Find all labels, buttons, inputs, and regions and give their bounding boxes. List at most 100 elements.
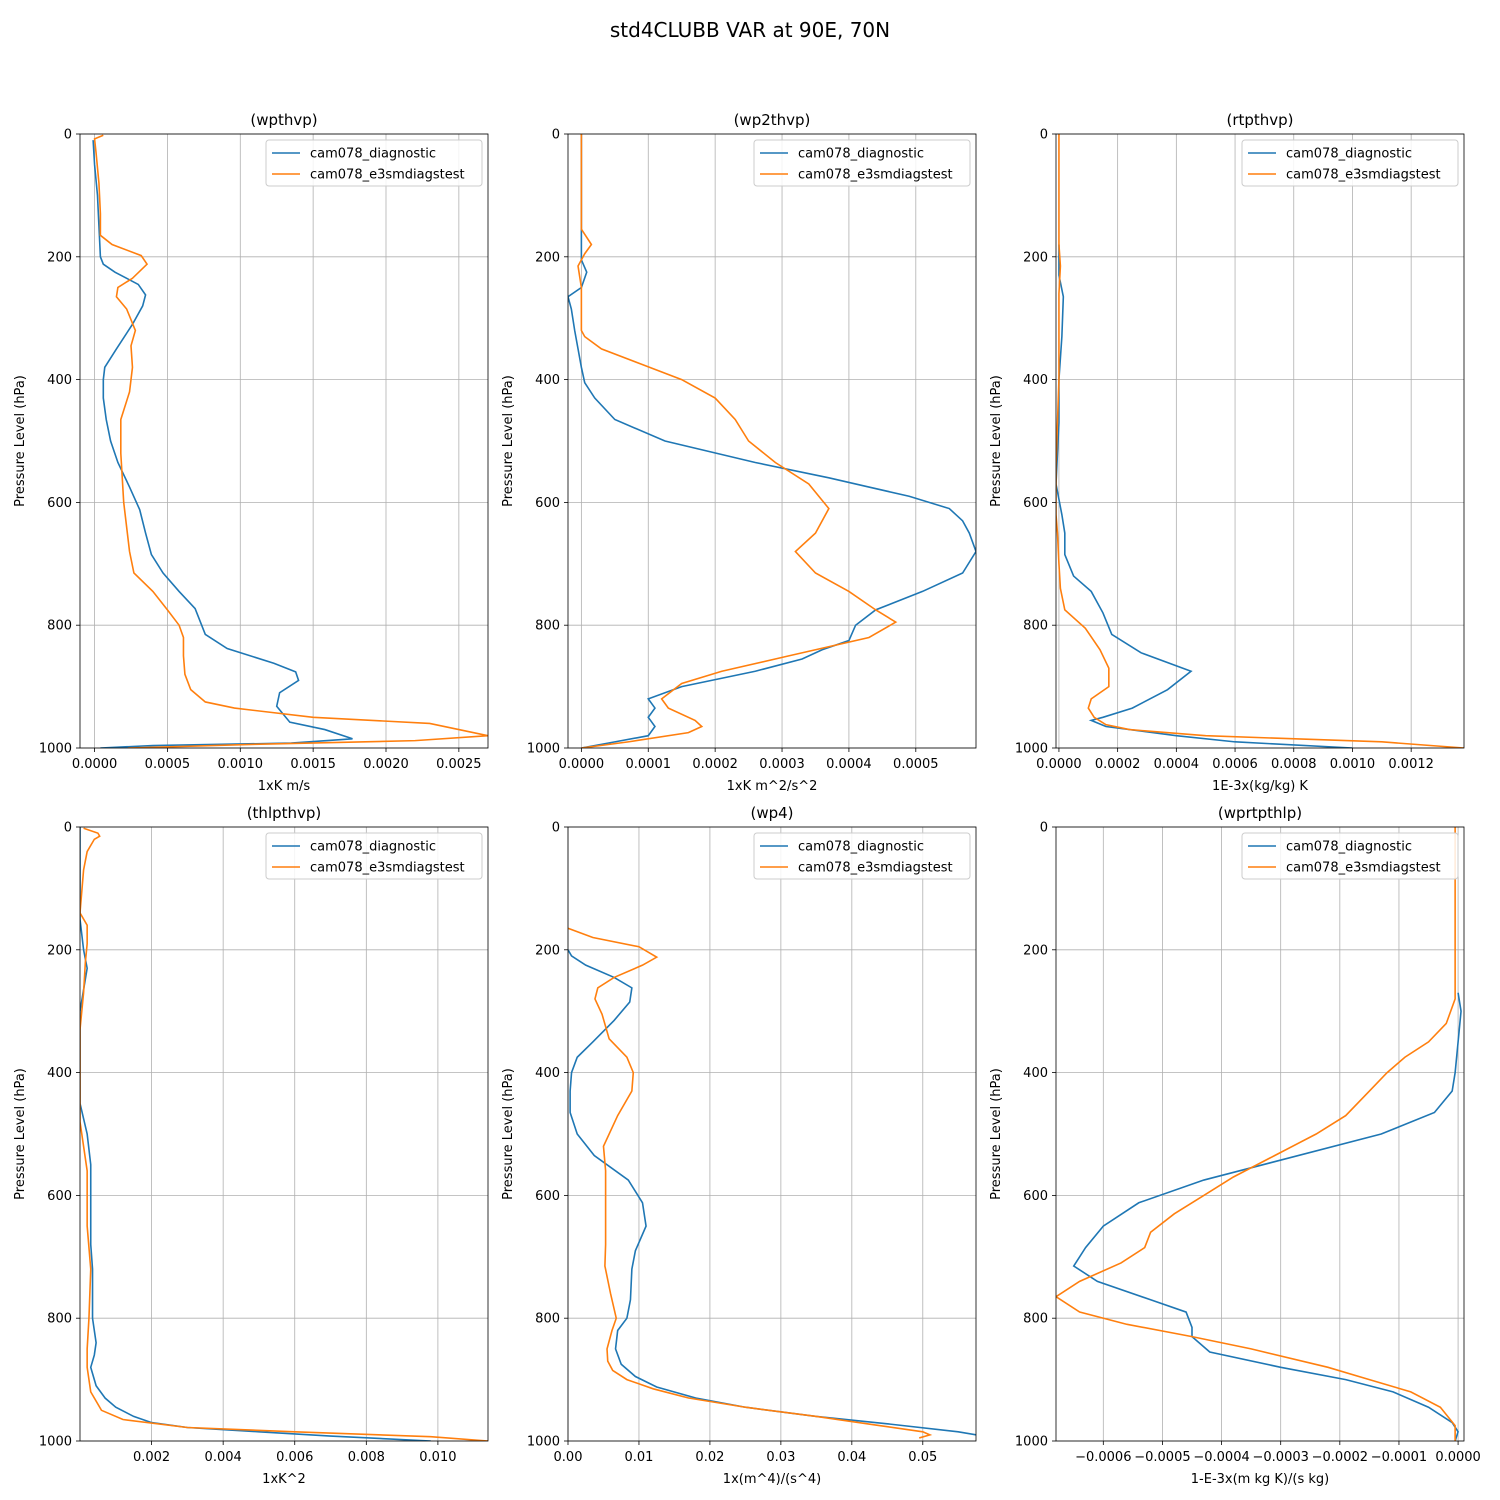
x-tick-label: 0.0004 [826, 757, 872, 772]
x-axis-label: 1-E-3x(m kg K)/(s kg) [1191, 1472, 1329, 1487]
x-tick-label: 0.008 [348, 1450, 385, 1465]
legend: cam078_diagnostic cam078_e3smdiagstest [1241, 139, 1459, 187]
subplot: 0.002 0.004 0.006 0.008 0.010 0 200 400 600 800 10… [13, 804, 489, 1487]
series-line-e3smdiagstest [1056, 134, 1464, 748]
y-tick-label: 800 [47, 619, 72, 634]
y-axis-label: Pressure Level (hPa) [13, 375, 28, 507]
y-tick-label: 600 [535, 496, 560, 511]
axes-frame [567, 826, 977, 1442]
y-tick-label: 600 [47, 496, 72, 511]
series-line-e3smdiagstest [568, 927, 933, 1439]
legend-label: cam078_diagnostic [310, 840, 436, 855]
subplot: −0.0006 −0.0005 −0.0004 −0.0003 −0.0002 −0.00… [989, 804, 1481, 1487]
subplot: 0.0000 0.0002 0.0004 0.0006 0.0008 0.0010 0.00… [989, 111, 1465, 794]
legend-box [265, 139, 483, 187]
y-axis-label: Pressure Level (hPa) [989, 1068, 1004, 1200]
series-line-e3smdiagstest [93, 134, 488, 748]
legend: cam078_diagnostic cam078_e3smdiagstest [265, 832, 483, 880]
x-axis-label: 1xK m/s [258, 779, 311, 794]
x-tick-label: 0.004 [205, 1450, 242, 1465]
legend-box [753, 832, 971, 880]
y-tick-label: 1000 [39, 742, 72, 757]
legend-label: cam078_diagnostic [1286, 147, 1412, 162]
y-tick-label: 600 [1023, 1189, 1048, 1204]
x-tick-label: −0.0005 [1134, 1450, 1190, 1465]
x-tick-label: 0.05 [908, 1450, 937, 1465]
x-tick-label: 0.0001 [626, 757, 672, 772]
y-axis-label: Pressure Level (hPa) [501, 375, 516, 507]
subplot-title: (rtpthvp) [1226, 111, 1293, 129]
y-tick-label: 400 [535, 373, 560, 388]
y-tick-label: 0 [64, 821, 72, 836]
x-tick-label: 0.00 [554, 1450, 583, 1465]
x-tick-label: 0.0010 [218, 757, 264, 772]
x-tick-label: −0.0001 [1371, 1450, 1427, 1465]
subplot-title: (wp4) [750, 804, 793, 822]
series-line-e3smdiagstest [1056, 827, 1456, 1441]
x-tick-label: 0.0008 [1271, 757, 1317, 772]
y-tick-label: 0 [1040, 128, 1048, 143]
x-tick-label: 0.0025 [436, 757, 482, 772]
axes-frame [567, 133, 977, 749]
y-tick-label: 0 [552, 821, 560, 836]
x-tick-label: −0.0004 [1193, 1450, 1249, 1465]
x-tick-label: −0.0003 [1253, 1450, 1309, 1465]
x-tick-label: 0.006 [276, 1450, 313, 1465]
series-line-diagnostic [1056, 244, 1353, 748]
legend-label: cam078_diagnostic [310, 147, 436, 162]
x-tick-label: 0.0000 [72, 757, 118, 772]
legend-box [265, 832, 483, 880]
x-tick-label: 0.010 [419, 1450, 456, 1465]
axes-frame [79, 826, 489, 1442]
legend-label: cam078_diagnostic [798, 147, 924, 162]
x-tick-label: 0.0005 [893, 757, 939, 772]
y-tick-label: 800 [535, 1312, 560, 1327]
y-tick-label: 200 [47, 943, 72, 958]
x-axis-label: 1E-3x(kg/kg) K [1212, 779, 1308, 794]
legend-label: cam078_e3smdiagstest [1286, 168, 1441, 183]
x-axis-label: 1xK m^2/s^2 [727, 779, 818, 794]
legend-label: cam078_e3smdiagstest [798, 168, 953, 183]
y-tick-label: 600 [47, 1189, 72, 1204]
x-axis-label: 1x(m^4)/(s^4) [723, 1472, 821, 1487]
legend-box [1241, 139, 1459, 187]
subplot-title: (wp2thvp) [734, 111, 811, 129]
x-tick-label: 0.0000 [559, 757, 605, 772]
y-tick-label: 400 [47, 1066, 72, 1081]
figure-title: std4CLUBB VAR at 90E, 70N [610, 18, 890, 42]
y-axis-label: Pressure Level (hPa) [989, 375, 1004, 507]
y-tick-label: 200 [1023, 943, 1048, 958]
x-tick-label: 0.0012 [1388, 757, 1434, 772]
y-tick-label: 400 [1023, 373, 1048, 388]
y-tick-label: 400 [1023, 1066, 1048, 1081]
axes-frame [1055, 133, 1465, 749]
subplot-title: (wprtpthlp) [1218, 804, 1302, 822]
y-tick-label: 800 [535, 619, 560, 634]
legend: cam078_diagnostic cam078_e3smdiagstest [753, 832, 971, 880]
legend-label: cam078_diagnostic [1286, 840, 1412, 855]
subplot: 0.0000 0.0005 0.0010 0.0015 0.0020 0.0025 0 200… [13, 111, 489, 794]
x-axis-label: 1xK^2 [262, 1472, 306, 1487]
y-tick-label: 1000 [527, 1435, 560, 1450]
y-tick-label: 0 [64, 128, 72, 143]
subplot-title: (wpthvp) [250, 111, 317, 129]
y-tick-label: 1000 [527, 742, 560, 757]
y-tick-label: 1000 [1015, 1435, 1048, 1450]
x-tick-label: 0.0004 [1154, 757, 1200, 772]
x-tick-label: 0.0002 [692, 757, 738, 772]
series-line-diagnostic [80, 827, 431, 1441]
y-tick-label: 1000 [1015, 742, 1048, 757]
x-tick-label: −0.0002 [1312, 1450, 1368, 1465]
axes-frame [1055, 826, 1465, 1442]
y-tick-label: 200 [47, 250, 72, 265]
x-tick-label: −0.0006 [1075, 1450, 1131, 1465]
x-tick-label: 0.0010 [1330, 757, 1376, 772]
y-tick-label: 1000 [39, 1435, 72, 1450]
legend-label: cam078_e3smdiagstest [1286, 861, 1441, 876]
series-line-diagnostic [568, 134, 976, 748]
y-axis-label: Pressure Level (hPa) [13, 1068, 28, 1200]
y-tick-label: 600 [1023, 496, 1048, 511]
y-tick-label: 400 [535, 1066, 560, 1081]
x-tick-label: 0.0000 [1036, 757, 1082, 772]
